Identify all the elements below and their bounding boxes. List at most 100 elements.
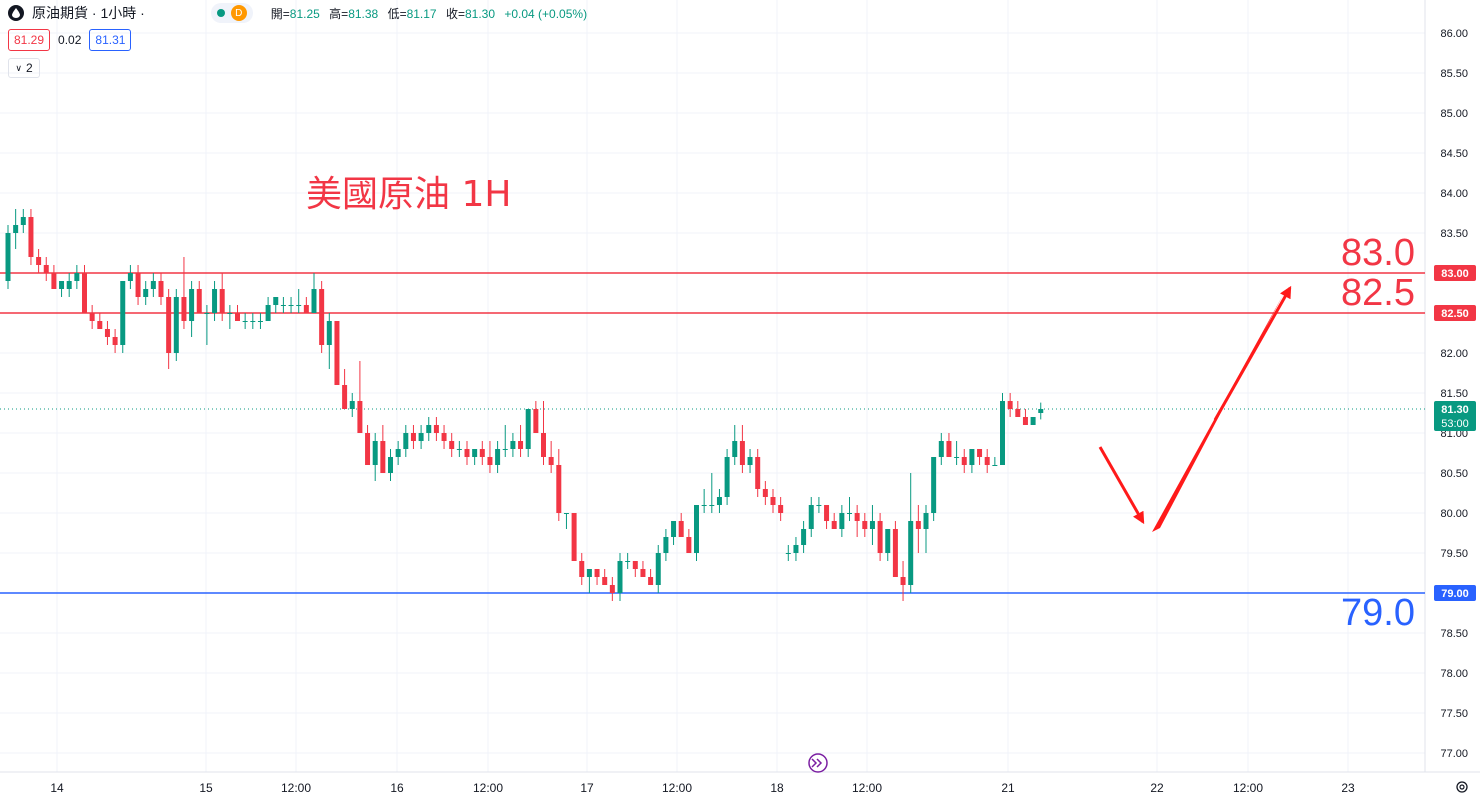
- y-tick-label: 84.50: [1440, 148, 1468, 160]
- x-tick-label: 17: [580, 781, 594, 795]
- candle-body: [1000, 401, 1005, 465]
- candle-body: [877, 521, 883, 553]
- indicators-toggle[interactable]: ∨ 2: [8, 58, 40, 78]
- chart-header: 原油期貨 · 1小時 · D 開=81.25 高=81.38 低=81.17 收…: [0, 0, 593, 26]
- time-axis[interactable]: 14 15 12:00 16 12:00 17 12:00 18 12:00 21 22 12:00 2…: [50, 781, 1355, 795]
- candle-body: [678, 521, 684, 537]
- candle: [954, 441, 960, 465]
- candle-body: [479, 449, 485, 457]
- candle-body: [533, 409, 539, 433]
- candle: [586, 569, 592, 593]
- candle: [135, 265, 141, 305]
- candle-body: [747, 457, 753, 465]
- candle: [502, 425, 508, 457]
- candle: [885, 529, 891, 561]
- y-tick-label: 84.00: [1440, 188, 1468, 200]
- candle-body: [303, 305, 309, 313]
- candle-body: [265, 305, 271, 321]
- candle-body: [20, 217, 26, 225]
- level-price-tag: [1434, 265, 1476, 281]
- candle: [678, 513, 684, 537]
- candle: [388, 449, 393, 481]
- candle: [349, 393, 355, 417]
- candle-body: [334, 321, 340, 385]
- candle: [778, 497, 784, 521]
- candle-body: [51, 273, 57, 289]
- candle-body: [472, 449, 478, 457]
- candle-body: [663, 537, 669, 553]
- candle: [273, 297, 279, 313]
- symbol-title[interactable]: 原油期貨 · 1小時 ·: [32, 5, 145, 21]
- market-status[interactable]: D: [210, 3, 253, 23]
- candle: [372, 433, 378, 481]
- candle: [625, 553, 631, 569]
- candle: [296, 289, 302, 313]
- candle: [793, 537, 799, 561]
- level-price-tag: [1434, 305, 1476, 321]
- level-annotation: 79.0: [1341, 592, 1415, 634]
- level-lines: 83.082.5 79.0: [0, 232, 1425, 634]
- projection-arrows: [1098, 285, 1292, 532]
- sell-price-button[interactable]: 81.29: [8, 29, 51, 51]
- settings-gear-icon[interactable]: [1456, 781, 1468, 793]
- candle: [357, 361, 363, 433]
- candle-body: [617, 561, 623, 593]
- candle: [143, 281, 149, 305]
- candle-body: [104, 329, 110, 337]
- projection-arrow-up: [1213, 285, 1292, 421]
- candle-body: [525, 409, 531, 449]
- level-price-tag-label: 83.00: [1441, 268, 1469, 280]
- candle-body: [839, 513, 845, 529]
- y-tick-label: 83.50: [1440, 228, 1468, 240]
- candle: [265, 297, 271, 321]
- candle: [847, 497, 852, 521]
- candle: [648, 569, 654, 585]
- y-tick-label: 79.50: [1440, 548, 1468, 560]
- candle: [257, 313, 263, 329]
- candle-body: [709, 505, 715, 506]
- candle: [663, 529, 669, 561]
- candle: [104, 321, 110, 345]
- candle-body: [808, 505, 814, 529]
- candle-body: [250, 321, 256, 322]
- x-tick-label: 12:00: [852, 781, 882, 795]
- candle-body: [418, 433, 424, 441]
- candle-body: [89, 313, 95, 321]
- candle-body: [739, 441, 745, 465]
- candle: [931, 457, 937, 521]
- current-price-tag: [1434, 401, 1476, 431]
- candle: [747, 449, 753, 473]
- high-value: 81.38: [348, 6, 379, 21]
- candle: [441, 425, 447, 449]
- candle: [380, 425, 386, 473]
- candle-body: [579, 561, 585, 577]
- candle: [831, 513, 837, 529]
- candle-body: [410, 433, 416, 441]
- candle: [395, 441, 401, 465]
- buy-price-button[interactable]: 81.31: [89, 29, 132, 51]
- candle: [487, 441, 493, 473]
- candle: [518, 425, 524, 457]
- price-axis[interactable]: 86.00 85.50 85.00 84.50 84.00 83.50 83.00 82.50…: [1434, 28, 1476, 760]
- candle-body: [869, 521, 875, 529]
- candle: [280, 297, 286, 313]
- candle-body: [219, 289, 225, 313]
- close-label: 收=: [445, 6, 465, 21]
- candle: [739, 425, 745, 473]
- open-value: 81.25: [289, 6, 320, 21]
- candle: [242, 313, 248, 329]
- go-to-realtime-icon[interactable]: [808, 753, 828, 773]
- y-tick-label: 78.00: [1440, 668, 1468, 680]
- candle: [97, 313, 103, 329]
- candle-body: [992, 465, 998, 466]
- candle: [671, 521, 677, 545]
- candle-body: [984, 457, 990, 465]
- candle-body: [1022, 417, 1028, 425]
- candle-body: [120, 281, 126, 345]
- candle-body: [671, 521, 677, 537]
- candle: [219, 273, 225, 321]
- y-tick-label: 85.50: [1440, 68, 1468, 80]
- candle-body: [143, 289, 149, 297]
- chart-grid: [0, 0, 1480, 773]
